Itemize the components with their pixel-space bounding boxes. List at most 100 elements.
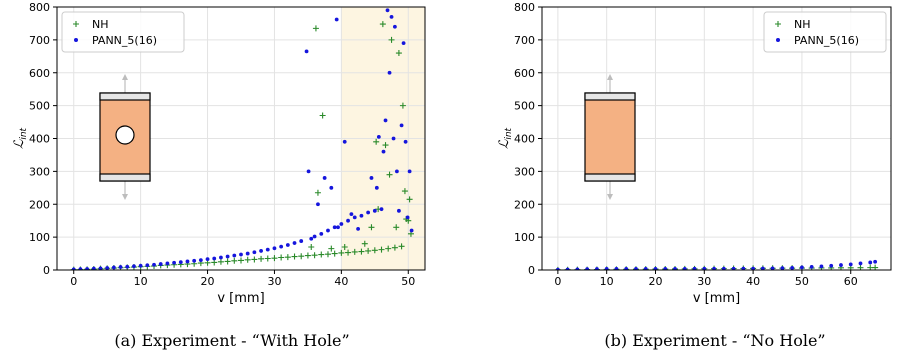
y-tick-label: 0 — [43, 264, 50, 277]
data-point-pann — [205, 257, 210, 262]
data-point-nh — [251, 256, 258, 263]
series-pann — [71, 8, 414, 270]
data-point-pann — [145, 263, 150, 268]
y-axis-label: ℒint — [12, 127, 29, 149]
data-point-nh — [308, 243, 315, 250]
data-point-nh — [217, 258, 224, 265]
data-point-nh — [406, 196, 413, 203]
data-point-pann — [239, 252, 243, 257]
data-point-pann — [595, 267, 599, 270]
data-point-nh — [385, 245, 392, 252]
data-point-pann — [326, 228, 330, 233]
data-point-pann — [329, 185, 334, 190]
legend-box — [763, 11, 887, 53]
legend-marker-nh — [73, 21, 79, 27]
data-point-pann — [858, 261, 863, 266]
data-point-pann — [397, 208, 401, 213]
data-point-pann — [809, 264, 814, 269]
data-point-pann — [392, 24, 397, 29]
data-point-pann — [399, 123, 404, 128]
specimen-hole — [115, 125, 135, 145]
y-tick-label: 500 — [29, 100, 50, 113]
legend-marker-pann — [776, 38, 780, 42]
data-point-nh — [314, 189, 321, 196]
data-point-pann — [346, 218, 350, 223]
x-tick-label: 50 — [401, 275, 415, 288]
data-point-pann — [172, 260, 176, 265]
x-tick-label: 50 — [795, 275, 809, 288]
data-point-pann — [381, 149, 386, 154]
data-point-pann — [770, 266, 775, 270]
data-point-pann — [132, 264, 136, 269]
specimen-body — [584, 92, 636, 182]
y-tick-label: 0 — [528, 264, 535, 277]
data-point-pann — [309, 236, 314, 241]
data-point-nh — [398, 243, 405, 250]
data-point-nh — [373, 138, 380, 145]
data-point-pann — [873, 259, 878, 264]
data-point-pann — [634, 266, 638, 270]
data-point-pann — [299, 239, 304, 243]
y-tick-label: 500 — [514, 100, 535, 113]
data-point-nh — [312, 25, 319, 32]
series-nh — [70, 21, 414, 270]
data-point-pann — [304, 49, 309, 54]
x-tick-label: 0 — [70, 275, 77, 288]
x-tick-label: 0 — [554, 275, 561, 288]
data-point-pann — [407, 169, 412, 174]
data-point-pann — [389, 14, 394, 19]
data-point-pann — [342, 139, 347, 144]
data-point-pann — [391, 136, 396, 141]
data-point-pann — [868, 260, 873, 265]
x-tick-label: 10 — [600, 275, 614, 288]
data-point-pann — [653, 266, 658, 270]
x-tick-label: 20 — [648, 275, 662, 288]
data-point-nh — [311, 252, 318, 259]
data-point-pann — [790, 265, 795, 270]
legend-box — [61, 11, 185, 53]
specimen-sketch — [99, 74, 151, 200]
data-point-pann — [819, 264, 824, 269]
data-point-pann — [401, 41, 406, 46]
data-point-pann — [312, 234, 317, 239]
y-tick-label: 700 — [514, 34, 535, 47]
data-point-pann — [369, 176, 374, 180]
data-point-pann — [78, 267, 83, 270]
y-tick-label: 300 — [514, 165, 535, 178]
y-tick-label: 800 — [29, 1, 50, 14]
data-point-nh — [341, 243, 348, 250]
bottom-clamp — [99, 173, 151, 182]
x-tick-label: 20 — [201, 275, 215, 288]
chart-panel-b: 0 10 20 30 40 50 600100200300400500600700800v … — [497, 1, 892, 350]
data-point-pann — [575, 267, 580, 270]
data-point-nh — [231, 257, 238, 264]
data-point-pann — [585, 267, 590, 270]
data-point-nh — [238, 257, 244, 264]
data-point-pann — [383, 118, 388, 123]
data-point-pann — [332, 225, 337, 230]
top-clamp — [99, 92, 151, 101]
data-point-pann — [349, 212, 354, 217]
data-point-nh — [382, 142, 389, 149]
data-point-pann — [387, 70, 392, 75]
data-point-nh — [379, 21, 386, 28]
top-clamp — [584, 92, 636, 101]
data-point-pann — [829, 263, 834, 268]
data-point-nh — [365, 247, 372, 254]
data-point-pann — [265, 247, 270, 252]
y-axis-label-subscript: int — [504, 127, 514, 139]
data-point-pann — [225, 254, 230, 259]
y-tick-label: 700 — [29, 34, 50, 47]
data-point-pann — [198, 258, 203, 263]
legend-label: PANN_5(16) — [92, 34, 157, 47]
y-tick-label: 200 — [514, 198, 535, 211]
data-point-pann — [125, 264, 130, 269]
data-point-pann — [252, 250, 257, 255]
x-axis-label: v [mm] — [693, 291, 740, 306]
data-point-pann — [352, 215, 357, 220]
legend-marker-pann — [74, 38, 78, 42]
data-point-pann — [272, 246, 277, 251]
figure-caption: (a) Experiment - “With Hole” — [114, 331, 349, 350]
data-point-nh — [258, 255, 265, 262]
figure-caption: (b) Experiment - “No Hole” — [604, 331, 825, 350]
